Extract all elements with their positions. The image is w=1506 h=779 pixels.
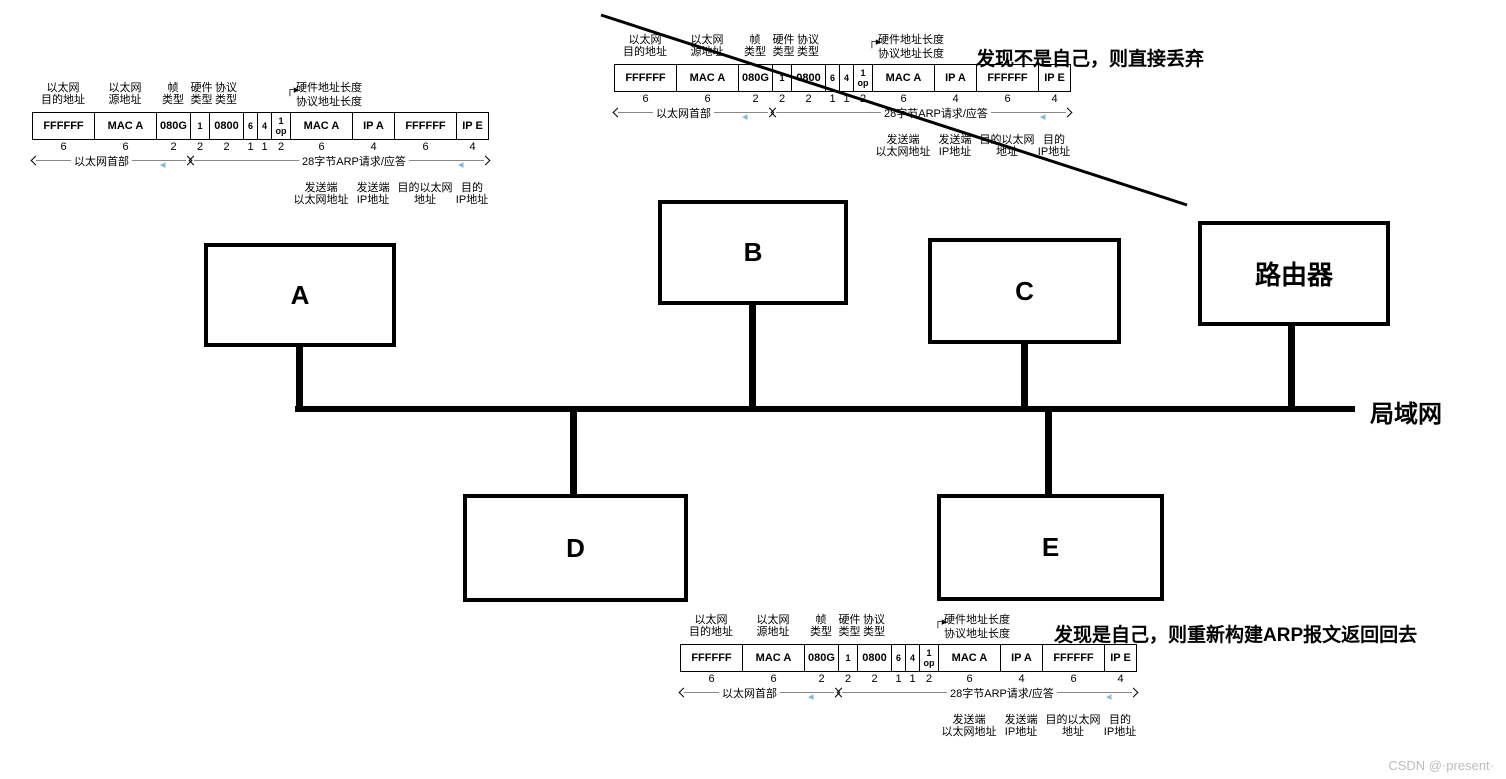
drop-line-router — [1288, 326, 1295, 406]
host-box-B: B — [658, 200, 848, 305]
packet-cell: IP A — [353, 113, 395, 140]
packet-cell: 1op — [854, 65, 873, 92]
packet-fields-table: FFFFFFMAC A080G10800641opMAC AIP AFFFFFF… — [32, 112, 489, 154]
packet-cell: 4 — [840, 65, 854, 92]
packet-range-labels: 以太网首部◂28字节ARP请求/应答◂ — [32, 154, 488, 178]
packet-cell: 080G — [805, 645, 839, 672]
packet-top-labels: 以太网目的地址以太网源地址帧类型硬件类型协议类型硬件地址长度协议地址长度┌▸ — [680, 614, 1136, 644]
drop-line-E — [1045, 406, 1052, 494]
packet-cell: MAC A — [95, 113, 157, 140]
pkt-e: 以太网目的地址以太网源地址帧类型硬件类型协议类型硬件地址长度协议地址长度┌▸FF… — [680, 614, 1137, 744]
packet-cell: IP E — [1039, 65, 1071, 92]
host-box-D: D — [463, 494, 688, 602]
packet-cell: 080G — [739, 65, 773, 92]
drop-line-C — [1021, 344, 1028, 406]
packet-cell: 0800 — [858, 645, 892, 672]
packet-cell: FFFFFF — [681, 645, 743, 672]
lan-label: 局域网 — [1370, 394, 1442, 429]
packet-cell: FFFFFF — [615, 65, 677, 92]
packet-cell: 1 — [839, 645, 858, 672]
drop-line-D — [570, 406, 577, 494]
packet-cell: 080G — [157, 113, 191, 140]
packet-cell: MAC A — [873, 65, 935, 92]
host-box-router: 路由器 — [1198, 221, 1390, 326]
packet-cell: IP E — [457, 113, 489, 140]
packet-range-labels: 以太网首部◂28字节ARP请求/应答◂ — [680, 686, 1136, 710]
host-box-C: C — [928, 238, 1121, 344]
packet-cell: 4 — [906, 645, 920, 672]
packet-cell: FFFFFF — [395, 113, 457, 140]
packet-bottom-labels: 发送端以太网地址发送端IP地址目的以太网地址目的IP地址 — [614, 134, 1070, 164]
bus-line — [295, 406, 1355, 412]
packet-cell: 4 — [258, 113, 272, 140]
packet-range-labels: 以太网首部◂28字节ARP请求/应答◂ — [614, 106, 1070, 130]
packet-cell: 1 — [773, 65, 792, 92]
packet-cell: 1 — [191, 113, 210, 140]
packet-cell: FFFFFF — [977, 65, 1039, 92]
packet-top-labels: 以太网目的地址以太网源地址帧类型硬件类型协议类型硬件地址长度协议地址长度┌▸ — [614, 34, 1070, 64]
packet-cell: FFFFFF — [1043, 645, 1105, 672]
packet-cell: IP A — [1001, 645, 1043, 672]
host-box-E: E — [937, 494, 1164, 601]
packet-fields-table: FFFFFFMAC A080G10800641opMAC AIP AFFFFFF… — [680, 644, 1137, 686]
host-box-A: A — [204, 243, 396, 347]
packet-cell: MAC A — [677, 65, 739, 92]
packet-cell: 0800 — [210, 113, 244, 140]
packet-cell: 6 — [244, 113, 258, 140]
pkt-b: 以太网目的地址以太网源地址帧类型硬件类型协议类型硬件地址长度协议地址长度┌▸FF… — [614, 34, 1071, 164]
packet-cell: 1op — [272, 113, 291, 140]
packet-bottom-labels: 发送端以太网地址发送端IP地址目的以太网地址目的IP地址 — [680, 714, 1136, 744]
pkt-a: 以太网目的地址以太网源地址帧类型硬件类型协议类型硬件地址长度协议地址长度┌▸FF… — [32, 82, 489, 212]
packet-cell: MAC A — [939, 645, 1001, 672]
diagram-canvas: { "canvas": { "width": 1506, "height": 7… — [0, 0, 1506, 779]
packet-cell: FFFFFF — [33, 113, 95, 140]
packet-cell: IP A — [935, 65, 977, 92]
packet-cell: IP E — [1105, 645, 1137, 672]
packet-cell: 0800 — [792, 65, 826, 92]
packet-fields-table: FFFFFFMAC A080G10800641opMAC AIP AFFFFFF… — [614, 64, 1071, 106]
packet-cell: 6 — [892, 645, 906, 672]
packet-top-labels: 以太网目的地址以太网源地址帧类型硬件类型协议类型硬件地址长度协议地址长度┌▸ — [32, 82, 488, 112]
drop-line-A — [296, 347, 303, 406]
packet-cell: MAC A — [291, 113, 353, 140]
packet-bottom-labels: 发送端以太网地址发送端IP地址目的以太网地址目的IP地址 — [32, 182, 488, 212]
packet-cell: 6 — [826, 65, 840, 92]
watermark: CSDN @·present· — [1388, 758, 1494, 773]
drop-line-B — [749, 305, 756, 406]
packet-cell: MAC A — [743, 645, 805, 672]
packet-cell: 1op — [920, 645, 939, 672]
